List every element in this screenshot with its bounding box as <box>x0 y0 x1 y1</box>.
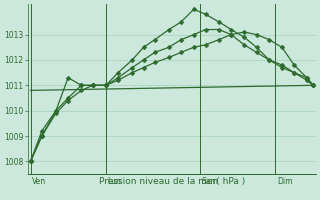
Text: Ven: Ven <box>32 177 46 186</box>
Text: Sam: Sam <box>201 177 218 186</box>
Text: Lun: Lun <box>108 177 121 186</box>
X-axis label: Pression niveau de la mer( hPa ): Pression niveau de la mer( hPa ) <box>99 177 245 186</box>
Text: Dim: Dim <box>277 177 292 186</box>
